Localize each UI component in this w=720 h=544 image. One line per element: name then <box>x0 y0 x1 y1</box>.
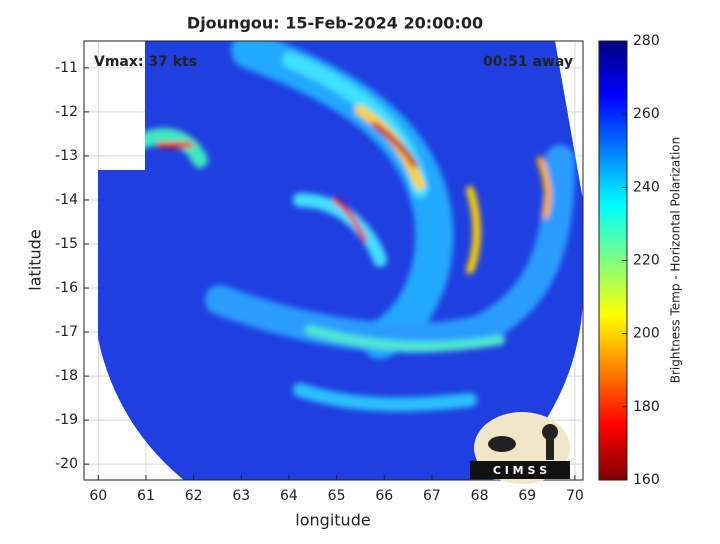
colorbar-tick-label: 160 <box>633 472 660 488</box>
x-tick-label: 60 <box>89 488 107 504</box>
colorbar-tick-label: 260 <box>633 106 660 122</box>
y-tick-label: -14 <box>55 192 78 208</box>
x-axis-label: longitude <box>295 511 370 530</box>
axes: 60 61 62 63 64 65 66 67 68 69 70 -11 -12 -13 -14 -15 -16… <box>55 60 584 504</box>
x-tick-label: 68 <box>471 488 489 504</box>
colorbar-tick-label: 200 <box>633 326 660 342</box>
y-tick-label: -13 <box>55 148 78 164</box>
x-tick-label: 70 <box>566 488 584 504</box>
colorbar-tick-label: 220 <box>633 253 660 269</box>
x-tick-label: 64 <box>280 488 298 504</box>
chart-title: Djoungou: 15-Feb-2024 20:00:00 <box>187 14 483 33</box>
colorbar-tick-label: 240 <box>633 179 660 195</box>
y-tick-label: -11 <box>55 60 78 76</box>
x-tick-label: 66 <box>375 488 393 504</box>
x-tick-label: 67 <box>423 488 441 504</box>
y-tick-label: -16 <box>55 280 78 296</box>
logo-text: C I M S S <box>493 464 547 477</box>
x-tick-label: 62 <box>185 488 203 504</box>
annotation: Vmax: 37 kts <box>94 54 197 70</box>
logo: C I M S S <box>470 412 570 484</box>
y-tick-label: -15 <box>55 236 78 252</box>
annotation: 00:51 away <box>483 54 573 70</box>
x-tick-label: 65 <box>328 488 346 504</box>
y-tick-label: -20 <box>55 456 78 472</box>
plot-frame <box>83 40 584 481</box>
y-tick-label: -12 <box>55 104 78 120</box>
y-tick-label: -19 <box>55 412 78 428</box>
x-tick-label: 61 <box>137 488 155 504</box>
x-tick-label: 63 <box>232 488 250 504</box>
imagery <box>98 41 583 480</box>
y-axis-label: latitude <box>26 229 45 290</box>
y-tick-label: -17 <box>55 324 78 340</box>
colorbar-label: Brightness Temp - Horizontal Polarizatio… <box>669 137 683 384</box>
x-tick-label: 69 <box>518 488 536 504</box>
colorbar-tick-label: 180 <box>633 399 660 415</box>
colorbar-tick-label: 280 <box>633 33 660 49</box>
cloud-bands <box>137 41 575 412</box>
y-tick-label: -18 <box>55 368 78 384</box>
